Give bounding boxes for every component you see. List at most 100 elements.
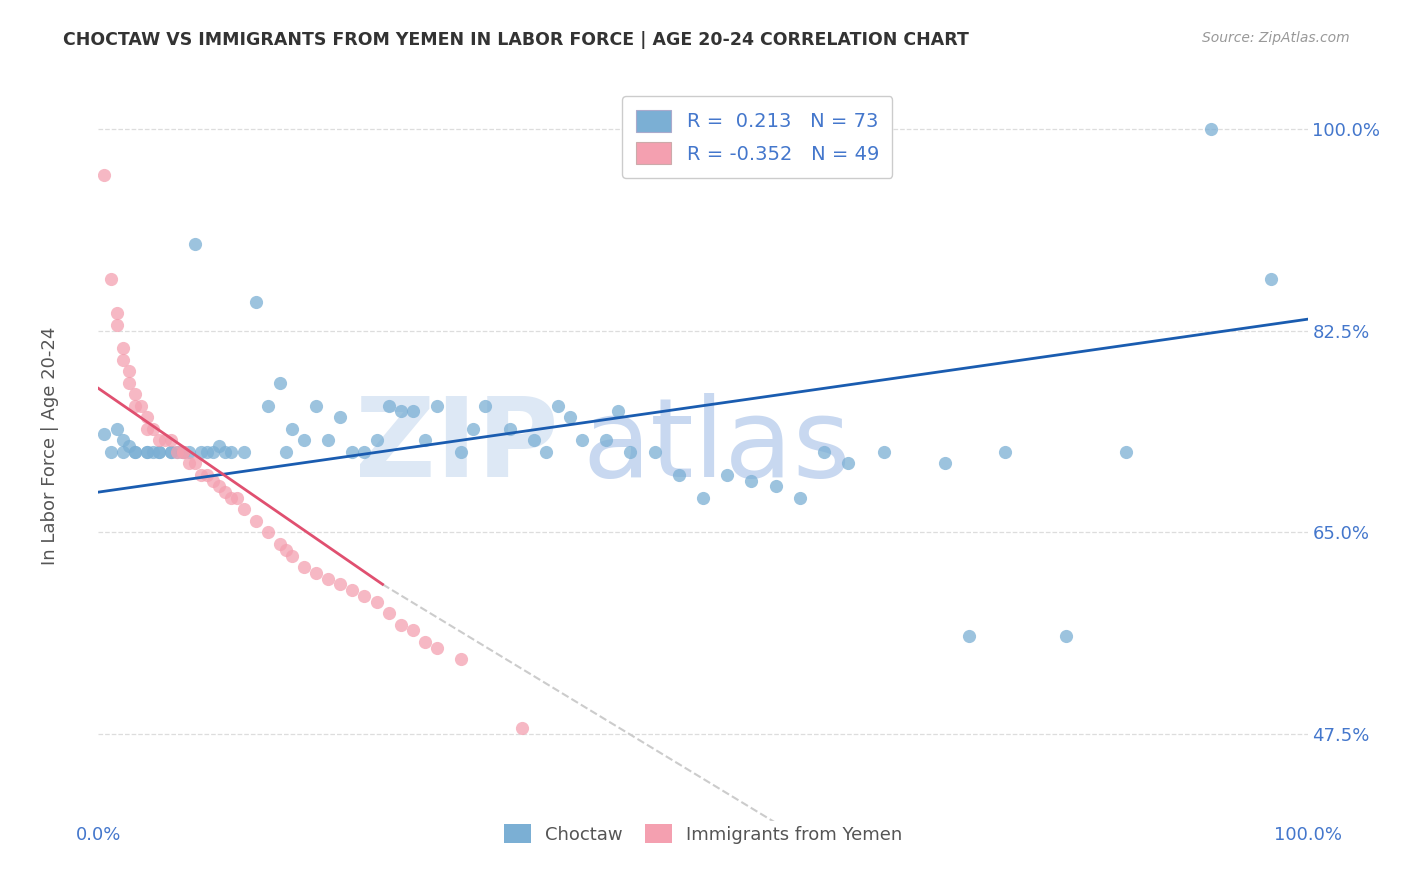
Point [184,456,207,470]
Point [184,237,207,252]
Point [111,444,134,458]
Text: In Labor Force | Age 20-24: In Labor Force | Age 20-24 [41,326,59,566]
Point [269,537,291,551]
Point [353,589,375,603]
Point [402,624,425,638]
Point [994,444,1017,458]
Point [93,427,115,442]
Point [100,444,122,458]
Point [463,422,485,436]
Point [274,444,297,458]
Point [765,479,787,493]
Point [172,444,194,458]
Point [202,474,225,488]
Point [214,444,236,458]
Point [619,444,641,458]
Point [221,491,243,505]
Point [195,467,218,482]
Point [142,444,165,458]
Point [124,444,146,458]
Point [118,376,141,390]
Point [873,444,896,458]
Point [172,444,194,458]
Point [547,399,569,413]
Point [148,434,170,448]
Point [274,542,297,557]
Point [148,444,170,458]
Point [607,404,630,418]
Point [413,434,436,448]
Point [105,306,128,320]
Legend: Choctaw, Immigrants from Yemen: Choctaw, Immigrants from Yemen [495,815,911,853]
Point [692,491,714,505]
Point [510,722,533,736]
Point [124,399,146,413]
Point [534,444,557,458]
Point [142,422,165,436]
Point [118,439,141,453]
Point [245,514,267,528]
Point [1260,272,1282,286]
Point [105,318,128,332]
Point [389,617,412,632]
Point [124,387,146,401]
Point [316,572,339,586]
Point [195,444,218,458]
Point [474,399,496,413]
Point [353,444,375,458]
Point [644,444,666,458]
Point [256,525,278,540]
Point [329,577,352,591]
Point [377,399,399,413]
Point [135,410,157,425]
Point [342,583,364,598]
Point [571,434,593,448]
Point [498,422,520,436]
Point [111,352,134,367]
Text: atlas: atlas [582,392,851,500]
Point [208,439,231,453]
Point [135,444,157,458]
Point [668,467,690,482]
Point [934,456,956,470]
Point [160,434,183,448]
Text: ZIP: ZIP [354,392,558,500]
Point [202,444,225,458]
Point [100,272,122,286]
Point [179,456,201,470]
Point [281,422,304,436]
Point [366,594,388,608]
Point [426,399,449,413]
Point [789,491,811,505]
Point [129,399,152,413]
Point [342,444,364,458]
Point [558,410,581,425]
Point [813,444,835,458]
Point [305,566,328,580]
Point [389,404,412,418]
Point [153,434,176,448]
Point [111,434,134,448]
Point [1115,444,1137,458]
Point [166,444,188,458]
Point [269,376,291,390]
Point [450,444,472,458]
Point [595,434,617,448]
Point [837,456,859,470]
Point [135,422,157,436]
Point [245,294,267,309]
Point [1054,629,1077,643]
Point [232,444,254,458]
Point [329,410,352,425]
Point [316,434,339,448]
Point [366,434,388,448]
Point [377,606,399,620]
Point [450,652,472,666]
Point [105,422,128,436]
Point [190,467,212,482]
Point [292,434,315,448]
Text: CHOCTAW VS IMMIGRANTS FROM YEMEN IN LABOR FORCE | AGE 20-24 CORRELATION CHART: CHOCTAW VS IMMIGRANTS FROM YEMEN IN LABO… [63,31,969,49]
Point [179,444,201,458]
Point [148,444,170,458]
Point [1199,122,1222,136]
